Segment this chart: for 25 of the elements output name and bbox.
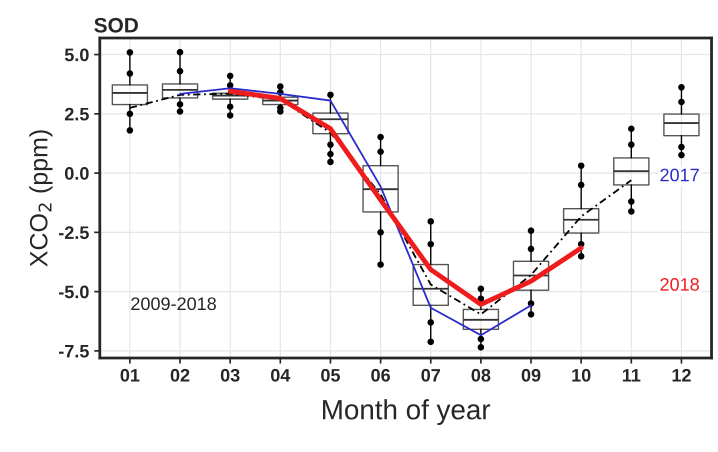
x-tick-label: 08 (472, 368, 490, 382)
x-tick-label: 03 (220, 368, 240, 382)
x-tick-label: 05 (321, 368, 340, 382)
y-tick-label: 5.0 (64, 48, 89, 62)
text: 2018 (660, 278, 699, 291)
x-axis-title: Month of year (323, 399, 490, 426)
x-tick-label: 10 (572, 368, 590, 382)
annotation: 2009-2018 (131, 297, 216, 310)
y-tick-label: 0.0 (65, 167, 89, 180)
y-axis-title: XCO$_{2}$ (ppm) (29, 130, 53, 267)
y-tick-label: 2.5 (64, 108, 89, 121)
y-tick-label: -2.5 (58, 226, 89, 240)
x-tick-label: 09 (522, 368, 540, 382)
text: 2017 (660, 168, 699, 182)
x-tick-label: 04 (270, 368, 290, 382)
x-tick-label: 02 (170, 368, 190, 382)
x-tick-label: 07 (421, 368, 440, 382)
x-tick-label: 01 (120, 368, 140, 382)
x-tick-label: 11 (622, 369, 640, 382)
y-tick-label: -5.0 (58, 286, 89, 298)
y-tick-label: -7.5 (58, 344, 89, 358)
chart-title: SOD (94, 18, 138, 33)
x-tick-label: 06 (371, 368, 390, 382)
x-tick-label: 12 (672, 368, 691, 382)
line-series (228, 88, 584, 307)
